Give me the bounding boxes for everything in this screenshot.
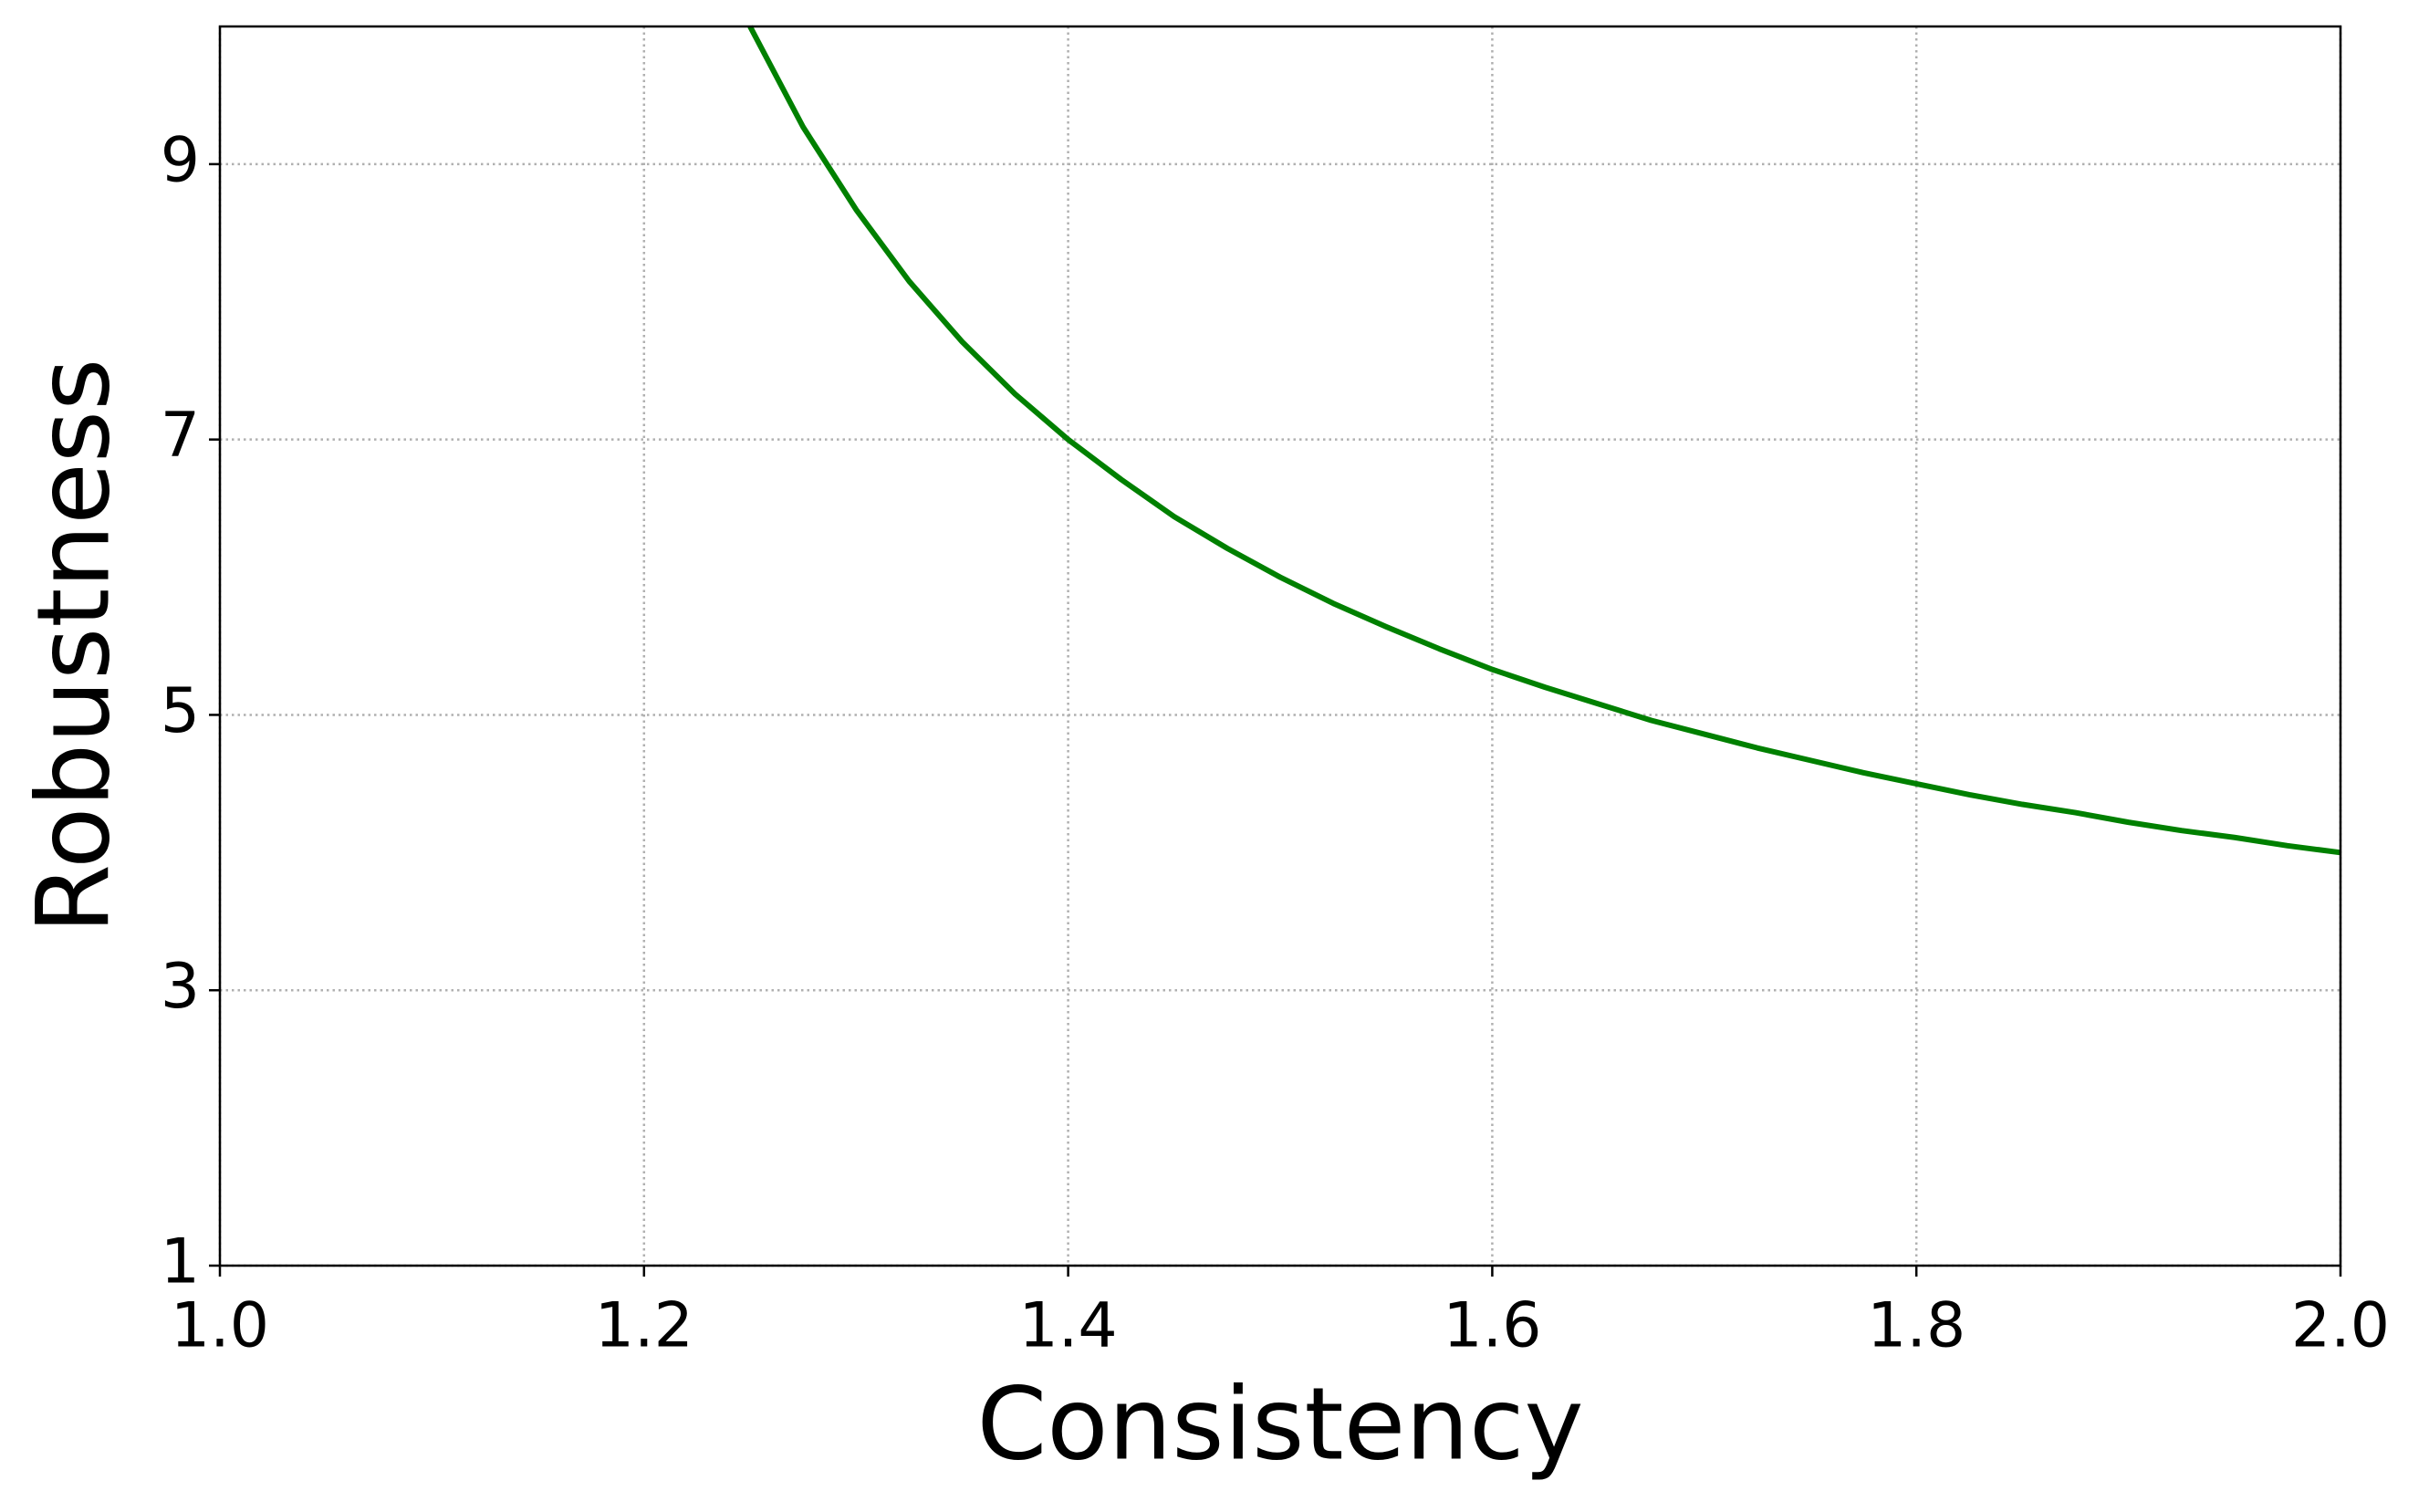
x-tick-label: 1.8 bbox=[1867, 1290, 1965, 1362]
x-tick-label: 1.2 bbox=[595, 1290, 693, 1362]
y-axis-label: Robustness bbox=[15, 359, 131, 934]
y-tick-label: 9 bbox=[161, 124, 200, 196]
y-tick-label: 5 bbox=[161, 675, 200, 747]
line bbox=[747, 25, 2341, 856]
y-tick-label: 1 bbox=[161, 1226, 200, 1298]
y-tick-label: 3 bbox=[161, 951, 200, 1023]
x-tick-label: 1.0 bbox=[171, 1290, 269, 1362]
x-tick-label: 1.4 bbox=[1019, 1290, 1118, 1362]
plot-frame bbox=[218, 25, 2342, 1267]
x-axis-label: Consistency bbox=[976, 1365, 1583, 1482]
x-tick-label: 1.6 bbox=[1443, 1290, 1541, 1362]
x-tick-label: 2.0 bbox=[2291, 1290, 2390, 1362]
y-tick-label: 7 bbox=[161, 400, 200, 472]
